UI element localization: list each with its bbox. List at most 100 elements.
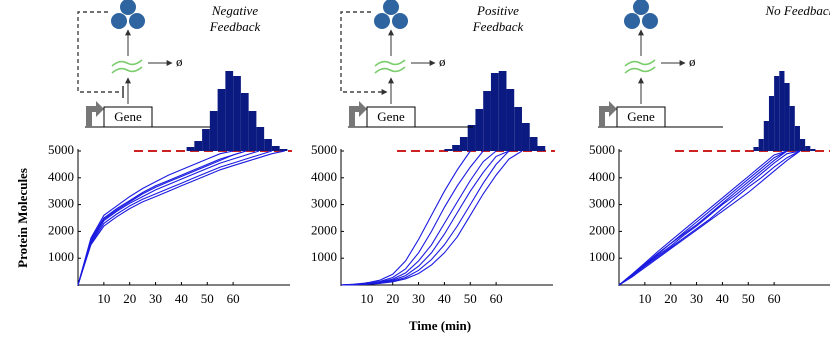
y-tick-label: 1000 [311,249,337,264]
y-tick-label: 5000 [48,142,74,157]
y-tick-label: 2000 [589,222,615,237]
x-tick-label: 30 [149,291,162,306]
histogram-bar [202,129,210,151]
mrna [374,59,406,67]
histogram-bar [475,109,484,151]
y-tick-label: 1000 [589,249,615,264]
y-tick-label: 4000 [311,169,337,184]
y-tick-label: 4000 [589,169,615,184]
histogram-bar [225,71,234,151]
mrna [624,59,656,67]
histogram-bar [810,149,816,151]
y-tick-label: 2000 [311,222,337,237]
histogram-bar [209,111,218,151]
trajectory [618,150,801,286]
histogram-bar [506,89,515,151]
histogram-bar [794,126,800,151]
x-tick-label: 10 [360,291,373,306]
gene-box [616,106,666,128]
trajectory [618,150,788,286]
protein [374,13,390,29]
mrna [111,66,143,74]
y-tick-label: 5000 [589,142,615,157]
y-tick-label: 1000 [48,249,74,264]
trajectory [618,150,788,286]
protein [383,0,399,15]
y-tick-label: 2000 [48,222,74,237]
feedback-path [77,11,122,93]
histogram-bar [490,73,499,151]
gene-label: Gene [377,109,405,124]
x-tick-label: 60 [768,291,781,306]
histogram-bar [467,125,476,151]
protein [111,13,127,29]
promoter-arrow [86,101,104,127]
x-tick-label: 60 [490,291,503,306]
histogram-bar [514,107,522,151]
histogram-bar [217,89,226,151]
y-tick-label: 3000 [48,196,74,211]
histogram-bar [758,139,764,151]
histogram-bar [248,111,257,151]
x-tick-label: 20 [386,291,399,306]
trajectory [77,150,285,286]
y-tick-label: 5000 [311,142,337,157]
histogram-bar [774,76,780,151]
panel-title: Positive Feedback [472,3,524,34]
protein [129,13,145,29]
histogram-bar [789,106,795,151]
trajectory [77,150,247,286]
histogram-bar [459,137,468,151]
protein [392,13,408,29]
x-tick-label: 20 [123,291,136,306]
trajectory [340,150,523,286]
histogram-bar [194,141,203,151]
x-tick-label: 20 [664,291,677,306]
histogram-bar [256,127,265,151]
histogram-bar [805,146,811,151]
protein [642,13,658,29]
degradation-label: ø [176,54,183,69]
panel-title: Negative Feedback [209,3,261,34]
degradation-label: ø [439,54,446,69]
y-axis-label: Protein Molecules [15,168,30,268]
gene-box [366,106,416,128]
y-tick-label: 4000 [48,169,74,184]
histogram-bar [763,121,769,151]
feedback-path [340,11,385,93]
x-tick-label: 10 [638,291,651,306]
histogram-bar [452,145,460,151]
mrna [111,59,143,67]
histogram-bar [768,96,775,151]
trajectory [77,150,260,286]
trajectory [618,150,801,286]
histogram-bar [498,71,507,151]
x-tick-label: 50 [464,291,477,306]
histogram-bar [186,147,195,151]
histogram-bar [779,71,785,151]
x-tick-label: 60 [227,291,240,306]
promoter-arrow [349,101,367,127]
mrna [374,66,406,74]
histogram-bar [483,91,491,151]
histogram-bar [799,139,806,151]
histogram-bar [529,137,538,151]
gene-box [103,106,153,128]
trajectory [77,150,273,286]
y-tick-label: 3000 [589,196,615,211]
x-tick-label: 30 [690,291,703,306]
histogram-bar [444,149,453,151]
gene-label: Gene [114,109,142,124]
histogram-bar [264,139,272,151]
gene-circuit: Gene ø [340,0,473,128]
histogram-bar [271,146,280,151]
x-tick-label: 50 [742,291,755,306]
degradation-label: ø [689,54,696,69]
panel-title: No Feedback [765,3,830,18]
gene-circuit: Gene ø [598,0,723,128]
x-tick-label: 30 [412,291,425,306]
histogram-bar [521,123,530,151]
promoter-arrow [599,101,617,127]
